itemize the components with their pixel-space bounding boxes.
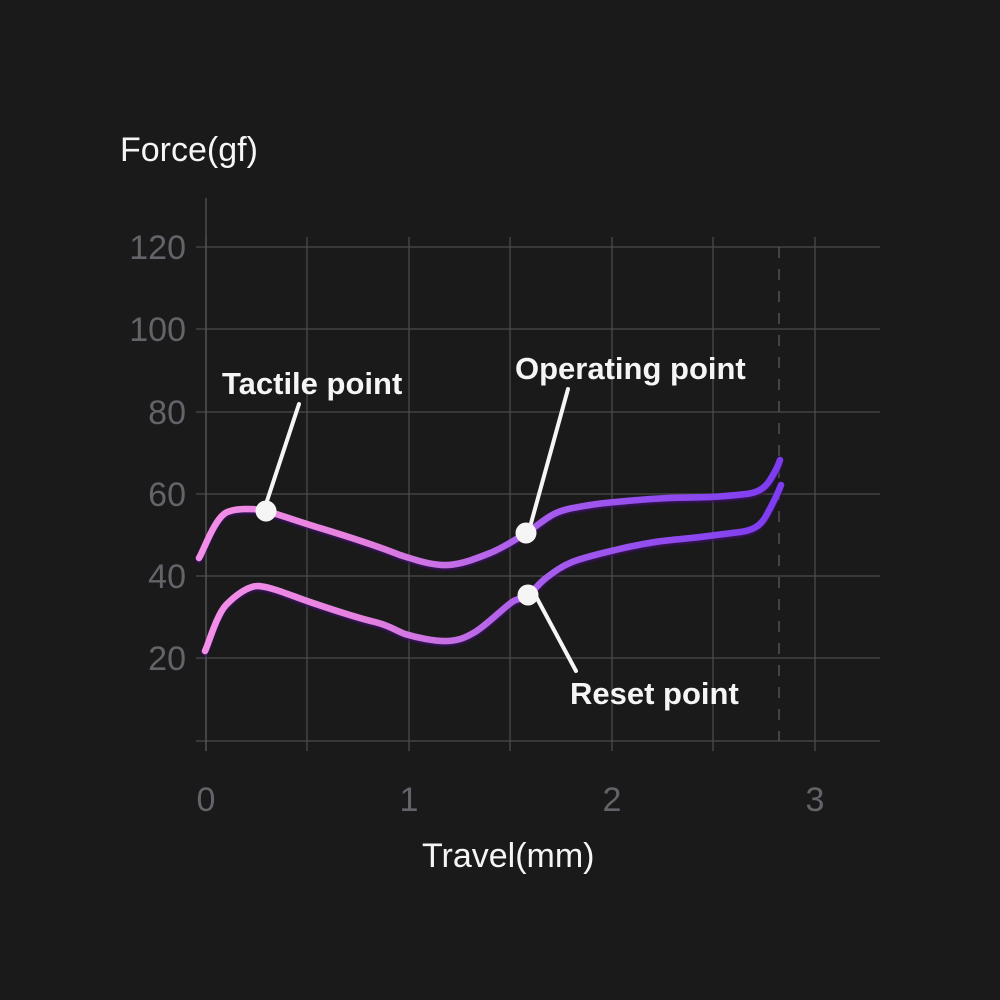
svg-text:Tactile point: Tactile point [222,366,402,401]
svg-text:40: 40 [148,558,186,596]
svg-text:60: 60 [148,476,186,514]
svg-text:0: 0 [197,781,216,819]
svg-text:100: 100 [129,311,186,349]
svg-text:Force(gf): Force(gf) [120,131,258,169]
svg-text:Travel(mm): Travel(mm) [422,837,595,875]
svg-text:3: 3 [806,781,825,819]
svg-text:1: 1 [400,781,419,819]
svg-text:2: 2 [603,781,622,819]
svg-text:Operating point: Operating point [515,351,746,386]
svg-text:80: 80 [148,394,186,432]
svg-text:Reset point: Reset point [570,676,739,711]
svg-text:120: 120 [129,229,186,267]
svg-text:20: 20 [148,640,186,678]
